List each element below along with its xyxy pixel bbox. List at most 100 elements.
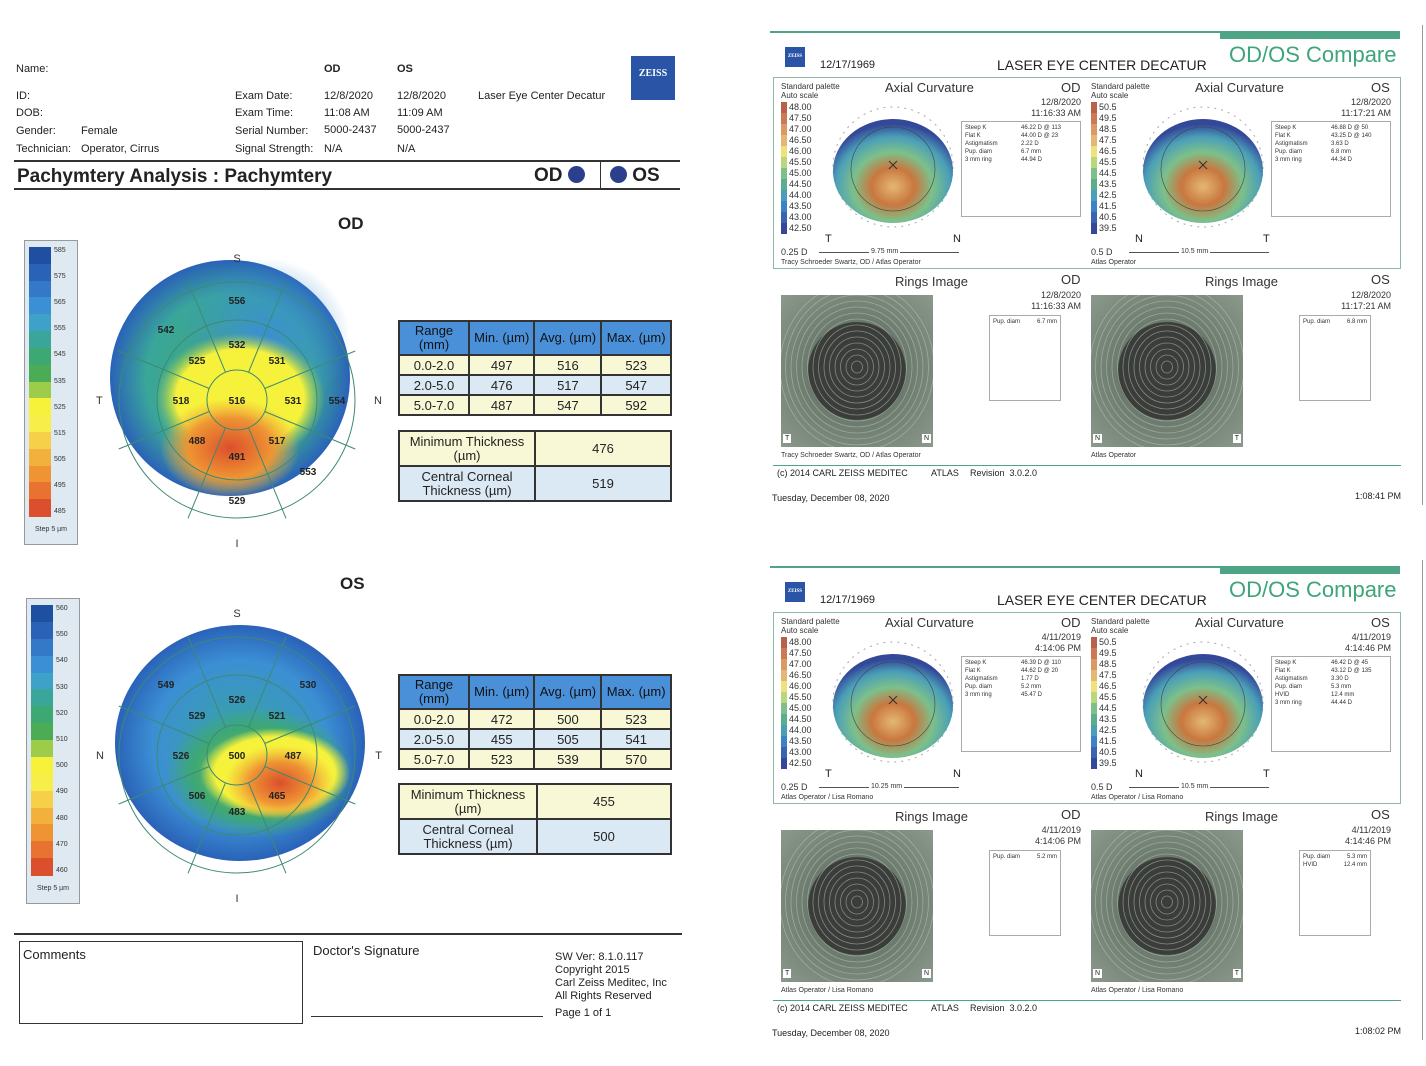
report-title: OD/OS Compare <box>1229 577 1397 602</box>
rings-info-row: Pup. diam 6.7 mm <box>993 318 1057 326</box>
scale-swatch <box>1091 102 1097 113</box>
placido-rings <box>1091 295 1243 447</box>
scale-value: 47.50 <box>789 648 812 658</box>
sector-thickness-value: 556 <box>229 296 246 307</box>
rings-title: Rings Image <box>1205 274 1278 289</box>
table-cell: 476 <box>467 374 536 396</box>
rings-right-orientation: N <box>921 434 931 443</box>
scale-swatch <box>781 146 787 157</box>
legend-tick: 585 <box>54 247 66 254</box>
scale-mode-label: Auto scale <box>1091 626 1129 635</box>
sector-line <box>187 427 226 519</box>
scale-value: 43.50 <box>789 201 812 211</box>
scale-value: 39.5 <box>1099 758 1117 768</box>
table-cell: 523 <box>467 748 536 770</box>
palette-label: Standard palette <box>1091 82 1150 91</box>
k-label: HVID <box>1275 692 1290 698</box>
k-label: Astigmatism <box>965 676 998 682</box>
ring <box>1091 295 1243 447</box>
atlas-copyright: (c) 2014 CARL ZEISS MEDITEC <box>777 1003 908 1013</box>
legend-swatch <box>31 655 53 673</box>
map-left-orientation: T <box>825 768 832 780</box>
map-right-orientation: N <box>953 233 961 245</box>
ring <box>796 300 918 434</box>
scale-value: 46.00 <box>789 146 812 156</box>
top-rule <box>770 31 1400 33</box>
atlas-product: ATLAS <box>931 468 959 478</box>
keratometry-row: Steep K 46.22 D @ 113 <box>965 124 1077 132</box>
k-value: 44.44 D <box>1331 700 1353 706</box>
legend-swatch <box>31 824 53 842</box>
scale-swatch <box>781 212 787 223</box>
maps-frame <box>773 77 1401 269</box>
keratometry-box: Steep K 46.39 D @ 110 Flat K 44.62 D @ 20 As… <box>961 656 1081 752</box>
k-value: 12.4 mm <box>1331 692 1355 698</box>
exam-date: 4/11/2019 <box>1041 632 1081 642</box>
k-value: 1.77 D <box>1021 676 1039 682</box>
sector-line <box>248 427 287 519</box>
comments-box[interactable]: Comments <box>19 941 303 1024</box>
ring <box>1106 835 1228 969</box>
orientation-bottom: I <box>235 538 238 550</box>
sector-thickness-value: 521 <box>269 711 286 722</box>
print-date: Tuesday, December 08, 2020 <box>772 493 890 503</box>
sector-thickness-value: 488 <box>189 436 206 447</box>
map-diameter: 10.5 mm <box>1179 248 1211 256</box>
scale-value: 43.00 <box>789 212 812 222</box>
scale-swatch <box>781 135 787 146</box>
apex-marker-icon <box>1198 695 1208 705</box>
legend-tick: 525 <box>54 403 66 411</box>
scale-step: 0.25 D <box>781 247 808 257</box>
exam-time: 4:14:46 PM <box>1344 643 1391 653</box>
scale-value: 50.5 <box>1099 102 1117 112</box>
legend-swatch <box>29 331 51 349</box>
scale-value: 47.00 <box>789 124 812 134</box>
scale-swatch <box>781 648 787 659</box>
legend-tick: 480 <box>56 814 68 822</box>
scale-swatch <box>781 736 787 747</box>
top-accent-bar <box>1220 566 1400 574</box>
ring <box>840 883 874 921</box>
scale-value: 40.5 <box>1099 212 1117 222</box>
rings-title: Rings Image <box>895 274 968 289</box>
info-label: HVID <box>1303 862 1318 868</box>
table-header-row: Range (mm) Min. (µm) Avg. (µm) Max. (µm) <box>398 674 672 710</box>
ring <box>801 841 913 963</box>
ring <box>1133 330 1201 404</box>
keratometry-row: Steep K 46.39 D @ 110 <box>965 659 1077 667</box>
title-od-label: OD <box>534 165 585 187</box>
ring <box>1144 877 1190 927</box>
os-min-thickness-label: Minimum Thickness (µm) <box>398 783 538 820</box>
legend-tick: 530 <box>56 683 68 691</box>
table-cell: 487 <box>467 394 536 416</box>
scale-value: 49.5 <box>1099 648 1117 658</box>
degree-ring <box>832 106 954 228</box>
k-label: Astigmatism <box>965 141 998 147</box>
column-header: Max. (µm) <box>600 320 672 356</box>
ring <box>812 853 902 951</box>
gender-value: Female <box>81 125 118 137</box>
sector-line <box>248 281 287 373</box>
info-value: 5.3 mm <box>1346 854 1367 860</box>
scale-swatch <box>1091 190 1097 201</box>
legend-tick: 540 <box>56 657 68 665</box>
table-cell: 5.0-7.0 <box>398 748 470 770</box>
clinic-name: Laser Eye Center Decatur <box>478 90 606 102</box>
k-value: 43.25 D @ 140 <box>1331 133 1372 139</box>
table-cell: 497 <box>467 354 536 376</box>
ring <box>1111 841 1223 963</box>
column-header: Avg. (µm) <box>533 674 603 710</box>
exam-date: 4/11/2019 <box>1351 825 1391 835</box>
rings-operator: Atlas Operator / Lisa Romano <box>781 987 874 994</box>
ring <box>807 847 907 957</box>
sector-line <box>187 636 226 728</box>
exam-time: 11:16:33 AM <box>1031 301 1081 311</box>
ring <box>790 295 924 440</box>
scale-step: 0.25 D <box>781 782 808 792</box>
map-title: Axial Curvature <box>885 80 974 95</box>
k-value: 43.12 D @ 135 <box>1331 668 1372 674</box>
legend-swatch <box>31 605 53 623</box>
sector-thickness-value: 529 <box>189 711 206 722</box>
degree-ring <box>832 641 954 763</box>
scale-value: 43.5 <box>1099 179 1117 189</box>
